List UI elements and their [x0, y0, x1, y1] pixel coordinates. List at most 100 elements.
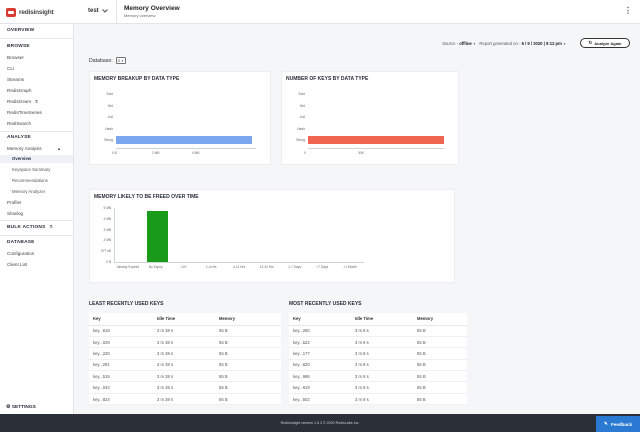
sidebar-item-redisgraph[interactable]: RedisGraph	[7, 88, 32, 93]
column-header: Idle Time	[153, 313, 215, 326]
table-cell: 3 m 38 s	[153, 393, 215, 406]
sidebar-item-cli[interactable]: CLI	[7, 66, 15, 71]
column-header: Memory	[215, 313, 281, 326]
category-label: String	[104, 138, 113, 142]
page-subtitle: Memory overview	[124, 13, 156, 18]
table-cell: 3 m 8 s	[351, 381, 413, 394]
table-row[interactable]: key...824 3 m 38 s 55 B	[89, 393, 281, 406]
chevron-down-icon[interactable]: ▼	[563, 42, 566, 46]
table-row[interactable]: key...502 3 m 8 s 55 B	[289, 393, 467, 406]
sidebar-item-slowlog[interactable]: Slowlog	[7, 211, 24, 216]
redis-logo-icon	[6, 7, 16, 17]
analyze-again-button[interactable]: ↻ Analyze Again	[580, 38, 630, 48]
sidebar-item-keyspace-summary[interactable]: Keyspace Summary	[12, 167, 51, 172]
table-cell: 3 m 8 s	[351, 347, 413, 360]
table-cell: key...225	[89, 347, 153, 360]
mru-table: Key Idle Time Memory key...250 3 m 8 s 55 …	[289, 313, 467, 406]
settings-button[interactable]: ⚙ SETTINGS	[6, 404, 36, 410]
divider	[0, 131, 73, 132]
table-row[interactable]: key...250 3 m 8 s 55 B	[289, 325, 467, 337]
category-label: Hash	[297, 126, 305, 131]
table-cell: 3 m 8 s	[351, 393, 413, 406]
sidebar-item-configuration[interactable]: Configuration	[7, 251, 35, 256]
sidebar-item-label: RedisGears	[7, 99, 32, 104]
beta-flask-icon: ⚗	[49, 224, 53, 229]
tick-label: 2 MB	[152, 150, 160, 155]
table-cell: 55 B	[413, 359, 467, 372]
version-text: RedisInsight version 1.6.3 © 2020 RedisL…	[280, 421, 360, 425]
table-row[interactable]: key...291 3 m 38 s 55 B	[89, 359, 281, 372]
table-row[interactable]: key...522 3 m 8 s 55 B	[289, 336, 467, 349]
category-label: List	[107, 115, 113, 119]
caret-up-icon: ▲	[57, 146, 61, 151]
table-cell: 55 B	[215, 393, 281, 406]
table-row[interactable]: key...029 3 m 38 s 55 B	[89, 336, 281, 349]
category-label: List	[299, 115, 305, 119]
sidebar-item-memory-analysis[interactable]: Memory Analysis ▲	[7, 146, 67, 151]
beta-flask-icon: ⚗	[34, 99, 39, 104]
table-row[interactable]: key...515 3 m 38 s 55 B	[89, 370, 281, 383]
table-cell: 55 B	[413, 347, 467, 360]
sidebar-item-redisearch[interactable]: RediSearch	[7, 121, 32, 126]
sidebar-item-redistimeseries[interactable]: RedisTimeSeries	[7, 110, 42, 115]
sidebar-item-streams[interactable]: Streams	[7, 77, 25, 82]
tick-label: 3 MB	[103, 227, 111, 232]
sidebar-section-database: DATABASE	[7, 240, 35, 245]
category-label: <1H	[180, 265, 187, 269]
more-options-icon[interactable]: ⋮	[624, 6, 632, 15]
feedback-button[interactable]: ✎ Feedback	[596, 416, 640, 432]
sidebar-item-memory-analyzer[interactable]: Memory Analyzer	[12, 189, 46, 194]
table-row[interactable]: key...225 3 m 38 s 55 B	[89, 347, 281, 360]
sidebar-item-profiler[interactable]: Profiler	[7, 200, 22, 205]
table-cell: 55 B	[413, 393, 467, 406]
sidebar-section-analyse: ANALYSE	[7, 135, 31, 140]
bar[interactable]	[308, 136, 444, 144]
category-label: No Expiry	[148, 265, 163, 269]
lru-table: Key Idle Time Memory key...618 3 m 38 s 55…	[89, 313, 281, 406]
table-row[interactable]: key...043 3 m 38 s 55 B	[89, 381, 281, 394]
database-filter: Database: 0 ▼	[89, 57, 126, 64]
database-selector[interactable]: test	[88, 8, 108, 14]
mru-title: MOST RECENTLY USED KEYS	[289, 301, 362, 307]
table-cell: 55 B	[215, 325, 281, 337]
bar[interactable]	[147, 210, 169, 262]
divider	[0, 235, 73, 236]
settings-label: SETTINGS	[11, 405, 36, 410]
redisinsight-logo[interactable]: redisinsight	[6, 7, 54, 17]
table-cell: key...986	[289, 370, 351, 383]
table-cell: 3 m 38 s	[153, 359, 215, 372]
table-cell: 55 B	[215, 370, 281, 383]
table-cell: key...618	[89, 325, 153, 337]
bar[interactable]	[116, 136, 252, 144]
sidebar-item-client-list[interactable]: Client List	[7, 262, 28, 267]
table-cell: 3 m 8 s	[351, 325, 413, 337]
table-cell: key...043	[89, 381, 153, 394]
column-header: Key	[289, 313, 351, 326]
app-name: redisinsight	[19, 8, 54, 16]
chart-title: MEMORY BREAKUP BY DATA TYPE	[94, 76, 180, 82]
divider	[116, 0, 117, 24]
sidebar-item-recommendations[interactable]: Recommendations	[12, 178, 48, 183]
table-cell: 3 m 38 s	[153, 336, 215, 349]
tick-label: 2 MB	[103, 238, 111, 243]
table-row[interactable]: key...618 3 m 38 s 55 B	[89, 325, 281, 337]
category-label: Zset	[298, 92, 305, 96]
sidebar-item-redisgears[interactable]: RedisGears ⚗	[7, 99, 38, 104]
table-row[interactable]: key...986 3 m 8 s 55 B	[289, 370, 467, 383]
sidebar-section-bulk-actions[interactable]: BULK ACTIONS ⚗	[7, 224, 53, 230]
tick-label: 50K	[358, 150, 365, 155]
divider	[0, 220, 73, 221]
table-row[interactable]: key...620 3 m 8 s 55 B	[289, 359, 467, 372]
table-cell: 55 B	[215, 336, 281, 349]
category-label: 1-7 Days	[288, 265, 301, 269]
database-select[interactable]: 0 ▼	[115, 57, 126, 64]
category-label: Set	[107, 103, 113, 108]
table-row[interactable]: key...819 3 m 8 s 55 B	[289, 381, 467, 394]
table-cell: 55 B	[413, 336, 467, 349]
chevron-down-icon[interactable]: ▼	[472, 42, 476, 46]
table-cell: 3 m 8 s	[351, 370, 413, 383]
table-row[interactable]: key...177 3 m 8 s 55 B	[289, 347, 467, 360]
sidebar-section-overview[interactable]: OVERVIEW	[7, 28, 35, 33]
sidebar-item-overview[interactable]: Overview	[12, 156, 32, 161]
sidebar-item-browser[interactable]: Browser	[7, 55, 24, 60]
